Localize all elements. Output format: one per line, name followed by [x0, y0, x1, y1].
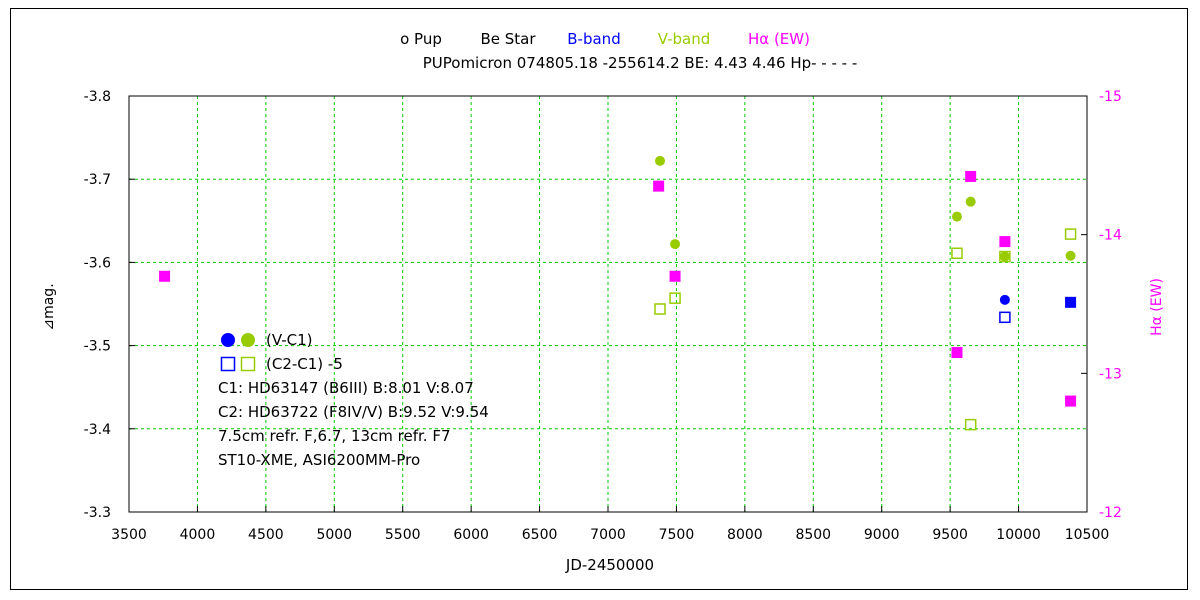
data-point: [999, 251, 1010, 262]
y-tick-label: -3.6: [84, 255, 111, 271]
data-point: [951, 247, 963, 259]
data-point: [999, 250, 1011, 263]
legend-marker: [221, 333, 235, 347]
x-tick-label: 10000: [996, 527, 1041, 543]
legend-marker: [241, 333, 255, 347]
annotation-line: C1: HD63147 (B6III) B:8.01 V:8.07: [218, 379, 474, 397]
data-point: [965, 196, 976, 207]
x-axis: 3500 4000 4500 5000 5500 6000 6500 7000 7500 8000…: [111, 506, 1109, 543]
legend-marker: [240, 356, 256, 372]
data-point: [1065, 395, 1077, 407]
x-tick-label: 9000: [864, 527, 900, 543]
y2-tick-label: -13: [1099, 366, 1122, 382]
grid: [129, 96, 1087, 512]
y-tick-label: -3.4: [84, 422, 111, 438]
x-tick-label: 9500: [932, 527, 968, 543]
annotation-line: 7.5cm refr. F,6.7, 13cm refr. F7: [218, 427, 451, 445]
legend-label: (C2-C1) -5: [266, 355, 343, 373]
data-point: [999, 236, 1011, 248]
x-tick-label: 7500: [659, 527, 695, 543]
data-points: [159, 155, 1077, 431]
x-tick-label: 3500: [111, 527, 147, 543]
data-point: [653, 180, 665, 192]
legend-marker: [220, 356, 236, 372]
x-tick-label: 5500: [385, 527, 421, 543]
y-tick-label: -3.5: [84, 339, 111, 355]
data-point: [1065, 250, 1076, 261]
y-tick-label: -3.3: [84, 505, 111, 521]
x-tick-label: 8000: [727, 527, 763, 543]
x-axis-label: JD-2450000: [565, 556, 654, 574]
y-axis-label: ⊿mag.: [41, 283, 57, 330]
x-tick-label: 5000: [316, 527, 352, 543]
data-point: [965, 170, 977, 182]
chart: ο Pup Be Star B-band V-band Hα (EW) PUPomicr…: [41, 30, 1165, 574]
data-point: [159, 270, 171, 282]
x-tick-label: 8500: [795, 527, 831, 543]
data-point: [670, 239, 681, 250]
y2-tick-label: -12: [1099, 505, 1122, 521]
chart-title: ο Pup Be Star B-band V-band Hα (EW): [400, 30, 810, 48]
data-point: [951, 347, 963, 359]
x-tick-label: 6500: [522, 527, 558, 543]
data-point: [669, 270, 681, 282]
annotation-line: ST10-XME, ASI6200MM-Pro: [218, 451, 420, 469]
title-part: Be Star: [480, 30, 536, 48]
x-tick-label: 4000: [180, 527, 216, 543]
data-point: [964, 418, 977, 431]
x-tick-label: 6000: [453, 527, 489, 543]
data-point: [669, 292, 681, 304]
data-point: [951, 211, 962, 222]
data-point: [1064, 228, 1077, 240]
data-point: [999, 311, 1011, 324]
legend-label: (V-C1): [266, 331, 313, 349]
y2-axis: -15 -14 -13 -12: [1081, 89, 1122, 521]
data-point: [654, 303, 666, 315]
y2-tick-label: -14: [1099, 228, 1122, 244]
title-part: ο Pup: [400, 30, 442, 48]
annotations: C1: HD63147 (B6III) B:8.01 V:8.07 C2: HD6…: [218, 379, 489, 469]
x-tick-label: 7000: [590, 527, 626, 543]
x-tick-label: 4500: [248, 527, 284, 543]
chart-subtitle: PUPomicron 074805.18 -255614.2 BE: 4.43 …: [423, 54, 858, 72]
title-part: B-band: [567, 30, 620, 48]
y2-tick-label: -15: [1099, 89, 1122, 105]
title-part: Hα (EW): [748, 30, 810, 48]
data-point: [655, 155, 666, 166]
data-point: [999, 294, 1010, 305]
y-tick-label: -3.7: [84, 172, 111, 188]
x-tick-label: 10500: [1065, 527, 1110, 543]
title-part: V-band: [658, 30, 711, 48]
y-axis: -3.8 -3.7 -3.6 -3.5 -3.4 -3.3: [84, 89, 135, 521]
data-point: [1065, 296, 1077, 308]
annotation-line: C2: HD63722 (F8IV/V) B:9.52 V:9.54: [218, 403, 489, 421]
y2-axis-label: Hα (EW): [1149, 278, 1165, 336]
y-tick-label: -3.8: [84, 89, 111, 105]
legend: (V-C1) (C2-C1) -5: [220, 331, 343, 373]
chart-frame: ο Pup Be Star B-band V-band Hα (EW) PUPomicr…: [10, 8, 1188, 590]
